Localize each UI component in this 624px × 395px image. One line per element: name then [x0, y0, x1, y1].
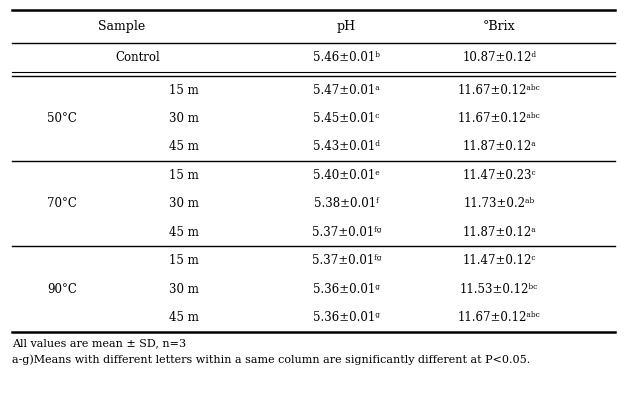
Text: All values are mean ± SD, n=3: All values are mean ± SD, n=3 — [12, 338, 187, 348]
Text: 50°C: 50°C — [47, 112, 77, 125]
Text: 5.47±0.01ᵃ: 5.47±0.01ᵃ — [313, 84, 379, 96]
Text: 5.36±0.01ᵍ: 5.36±0.01ᵍ — [313, 283, 380, 295]
Text: 45 m: 45 m — [169, 141, 199, 153]
Text: °Brix: °Brix — [483, 20, 515, 33]
Text: 11.53±0.12ᵇᶜ: 11.53±0.12ᵇᶜ — [460, 283, 539, 295]
Text: 5.43±0.01ᵈ: 5.43±0.01ᵈ — [313, 141, 380, 153]
Text: 5.38±0.01ᶠ: 5.38±0.01ᶠ — [314, 198, 379, 210]
Text: 11.47±0.12ᶜ: 11.47±0.12ᶜ — [462, 254, 536, 267]
Text: 5.36±0.01ᵍ: 5.36±0.01ᵍ — [313, 311, 380, 324]
Text: 5.37±0.01ᶠᵍ: 5.37±0.01ᶠᵍ — [311, 226, 381, 239]
Text: 70°C: 70°C — [47, 198, 77, 210]
Text: 15 m: 15 m — [169, 169, 199, 182]
Text: 11.87±0.12ᵃ: 11.87±0.12ᵃ — [462, 141, 536, 153]
Text: pH: pH — [337, 20, 356, 33]
Text: 11.67±0.12ᵃᵇᶜ: 11.67±0.12ᵃᵇᶜ — [458, 84, 540, 96]
Text: Control: Control — [115, 51, 160, 64]
Text: 5.46±0.01ᵇ: 5.46±0.01ᵇ — [313, 51, 380, 64]
Text: 15 m: 15 m — [169, 254, 199, 267]
Text: 5.40±0.01ᵉ: 5.40±0.01ᵉ — [313, 169, 379, 182]
Text: 30 m: 30 m — [169, 198, 199, 210]
Text: 11.67±0.12ᵃᵇᶜ: 11.67±0.12ᵃᵇᶜ — [458, 112, 540, 125]
Text: 45 m: 45 m — [169, 311, 199, 324]
Text: 11.87±0.12ᵃ: 11.87±0.12ᵃ — [462, 226, 536, 239]
Text: 11.73±0.2ᵃᵇ: 11.73±0.2ᵃᵇ — [464, 198, 535, 210]
Text: 90°C: 90°C — [47, 283, 77, 295]
Text: 11.47±0.23ᶜ: 11.47±0.23ᶜ — [462, 169, 536, 182]
Text: 45 m: 45 m — [169, 226, 199, 239]
Text: Sample: Sample — [98, 20, 145, 33]
Text: a-g)Means with different letters within a same column are significantly differen: a-g)Means with different letters within … — [12, 354, 531, 365]
Text: 30 m: 30 m — [169, 283, 199, 295]
Text: 30 m: 30 m — [169, 112, 199, 125]
Text: 5.37±0.01ᶠᵍ: 5.37±0.01ᶠᵍ — [311, 254, 381, 267]
Text: 10.87±0.12ᵈ: 10.87±0.12ᵈ — [462, 51, 536, 64]
Text: 15 m: 15 m — [169, 84, 199, 96]
Text: 11.67±0.12ᵃᵇᶜ: 11.67±0.12ᵃᵇᶜ — [458, 311, 540, 324]
Text: 5.45±0.01ᶜ: 5.45±0.01ᶜ — [313, 112, 379, 125]
